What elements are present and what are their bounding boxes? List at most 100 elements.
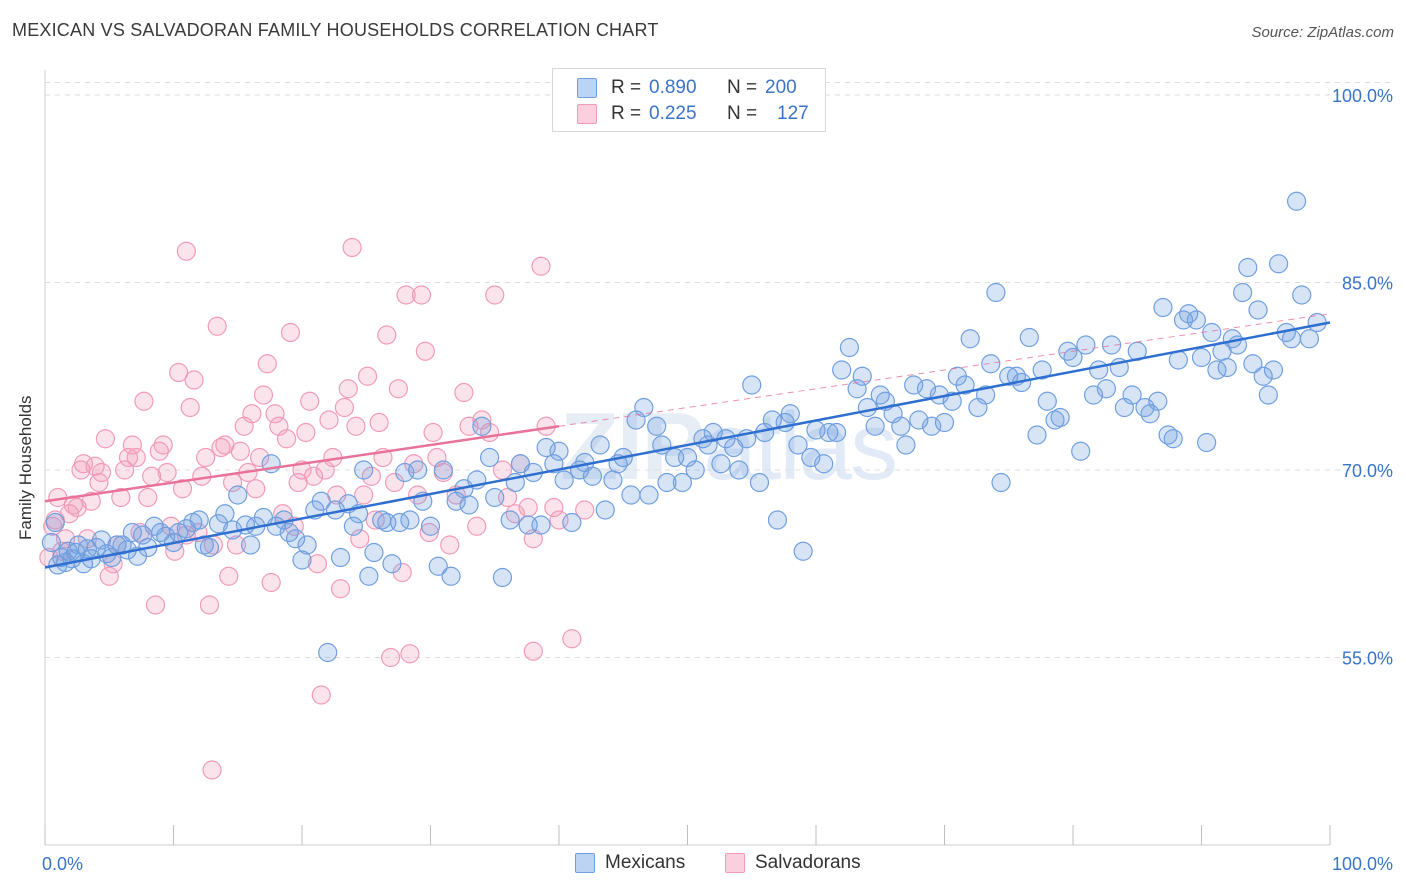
- salvadoran-point: [118, 447, 139, 468]
- mexican-point: [826, 422, 847, 443]
- salvadoran-point: [296, 422, 316, 443]
- mexican-point: [1101, 335, 1122, 355]
- salvadoran-point: [196, 447, 216, 468]
- mexican-point: [634, 397, 654, 418]
- mexican-point: [382, 554, 402, 574]
- salvadoran-point: [249, 447, 270, 468]
- mexican-point: [1179, 304, 1199, 324]
- bottom-legend-mexicans[interactable]: Mexicans: [575, 852, 685, 874]
- mexicans-n-label: N =: [727, 77, 758, 98]
- mexican-point: [400, 510, 420, 530]
- correlation-legend: R = 0.890 N = 200 R = 0.225 N = 127: [552, 68, 826, 132]
- mexican-point: [1233, 282, 1253, 303]
- mexican-point: [189, 510, 209, 530]
- mexican-point: [433, 460, 453, 480]
- salvadoran-point: [531, 256, 551, 276]
- mexican-point: [492, 567, 513, 588]
- salvadoran-point: [73, 454, 94, 474]
- salvadoran-point: [265, 404, 285, 424]
- salvadoran-point: [176, 241, 196, 261]
- mexican-point: [285, 529, 306, 549]
- mexican-point: [1050, 407, 1070, 428]
- mexican-point: [199, 537, 220, 558]
- mexican-point: [865, 416, 885, 436]
- salvadoran-point: [467, 516, 487, 536]
- mexican-point: [981, 354, 1001, 374]
- salvadoran-point: [202, 760, 222, 780]
- mexican-point: [1191, 347, 1212, 368]
- salvadoran-point: [357, 366, 378, 386]
- salvadoran-point: [346, 416, 366, 436]
- y-tick-label: 100.0%: [1332, 86, 1393, 106]
- mexican-point: [1202, 322, 1222, 343]
- salvadoran-point: [361, 466, 381, 486]
- mexican-point: [904, 375, 924, 395]
- salvadoran-trend-line: [44, 425, 560, 503]
- mexican-point: [819, 422, 839, 443]
- mexican-point: [1286, 191, 1307, 211]
- salvadorans-n-value: 127: [777, 103, 809, 124]
- mexican-point: [241, 535, 261, 555]
- salvadoran-point: [226, 535, 247, 555]
- salvadorans-legend-label: Salvadorans: [755, 852, 861, 873]
- mexican-point: [1281, 329, 1302, 349]
- mexican-point: [814, 454, 834, 474]
- mexican-point: [549, 441, 569, 461]
- mexican-point: [459, 495, 479, 515]
- mexicans-n-value: 200: [765, 77, 797, 98]
- grid-lines: [45, 82, 1395, 658]
- bottom-legend-salvadorans[interactable]: Salvadorans: [725, 852, 861, 874]
- salvadoran-point: [419, 522, 439, 543]
- mexican-point: [1063, 347, 1083, 368]
- salvadoran-point: [257, 354, 277, 374]
- salvadoran-point: [307, 554, 328, 574]
- salvadoran-point: [423, 422, 443, 443]
- salvadoran-point: [300, 391, 320, 411]
- salvadoran-point: [99, 566, 119, 586]
- salvadoran-point: [276, 429, 297, 449]
- chart-title: MEXICAN VS SALVADORAN FAMILY HOUSEHOLDS …: [12, 20, 659, 40]
- source-label: Source: ZipAtlas.com: [1251, 24, 1394, 41]
- salvadoran-point: [172, 479, 193, 499]
- salvadoran-point: [319, 410, 339, 430]
- salvadoran-point: [184, 370, 204, 390]
- mexican-point: [934, 412, 955, 433]
- mexican-point: [767, 510, 788, 530]
- mexican-point: [1248, 300, 1268, 320]
- mexican-point: [749, 472, 770, 493]
- salvadoran-point: [122, 435, 142, 455]
- salvadoran-point: [400, 644, 420, 664]
- mexican-point: [1268, 254, 1289, 274]
- mexican-point: [554, 470, 574, 490]
- mexican-point: [1258, 385, 1278, 405]
- mexican-trend-line: [44, 321, 1331, 569]
- trend-lines: [44, 313, 1331, 569]
- mexican-point: [1058, 341, 1078, 361]
- mexican-point: [657, 472, 677, 493]
- mexican-point: [480, 447, 500, 468]
- mexican-point: [215, 504, 235, 524]
- legend-row-salvadorans: R = 0.225 N = 127: [577, 103, 809, 125]
- mexican-point: [672, 472, 692, 493]
- mexican-point: [780, 404, 800, 424]
- salvadoran-point: [81, 491, 101, 511]
- mexican-point: [870, 385, 890, 405]
- mexican-point: [45, 512, 65, 533]
- mexican-point: [1238, 257, 1258, 278]
- mexican-point: [428, 556, 448, 576]
- salvadoran-points: [39, 237, 595, 780]
- salvadoran-point: [342, 237, 362, 258]
- salvadoran-point: [330, 579, 351, 599]
- x-tick-label: 0.0%: [42, 854, 83, 874]
- salvadoran-point: [396, 285, 416, 305]
- tick-labels: 55.0% 70.0% 85.0% 100.0% 0.0% 100.0%: [42, 86, 1393, 874]
- salvadoran-point: [230, 441, 250, 461]
- mexicans-swatch: [577, 78, 597, 98]
- salvadoran-point: [91, 462, 112, 483]
- salvadoran-point: [311, 685, 331, 705]
- mexican-point: [359, 566, 379, 586]
- mexican-point: [544, 454, 564, 474]
- mexican-point: [788, 435, 808, 455]
- salvadoran-point: [415, 341, 435, 361]
- salvadoran-point: [544, 497, 564, 518]
